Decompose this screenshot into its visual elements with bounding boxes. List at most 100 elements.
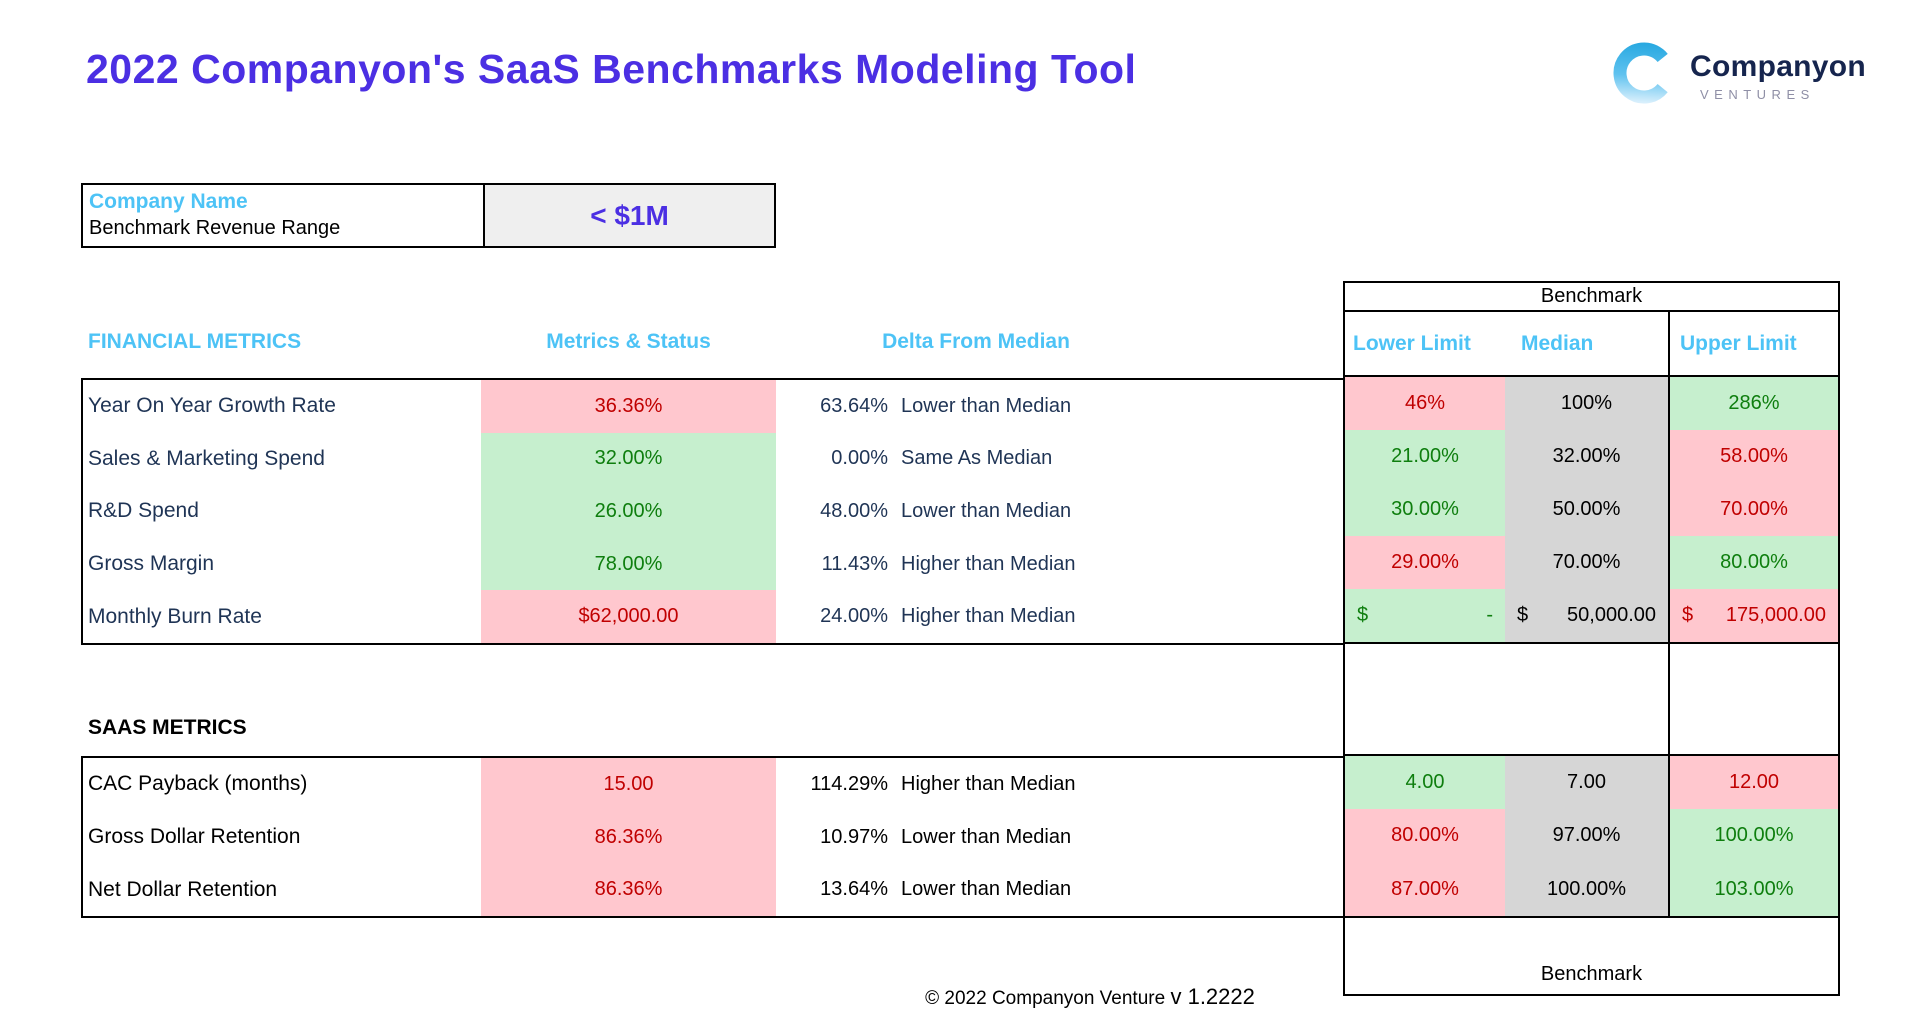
logo-tagline-text: VENTURES bbox=[1700, 86, 1815, 102]
metric-value-cell[interactable]: 32.00% bbox=[481, 432, 776, 486]
version-text: v 1.2222 bbox=[1170, 984, 1255, 1009]
table-row: Monthly Burn Rate $62,000.00 24.00% High… bbox=[83, 590, 1343, 643]
delta-cell: 63.64% Lower than Median bbox=[776, 380, 1343, 433]
upper-limit-cell: 70.00% bbox=[1668, 483, 1838, 536]
lower-limit-cell: 80.00% bbox=[1345, 809, 1505, 863]
delta-value: 63.64% bbox=[820, 394, 888, 417]
metric-label: Monthly Burn Rate bbox=[88, 604, 262, 628]
median-cell: 70.00% bbox=[1505, 536, 1668, 589]
companyon-logo: Companyon VENTURES bbox=[1612, 40, 1866, 111]
metric-value-cell[interactable]: 86.36% bbox=[481, 863, 776, 917]
delta-cell: 24.00% Higher than Median bbox=[776, 590, 1343, 643]
median-header: Median bbox=[1521, 331, 1594, 355]
delta-value: 13.64% bbox=[820, 878, 888, 901]
metric-label: Gross Margin bbox=[88, 552, 215, 576]
metric-label: CAC Payback (months) bbox=[88, 772, 308, 796]
financial-metrics-heading: FINANCIAL METRICS bbox=[88, 330, 302, 353]
benchmark-spacer bbox=[1345, 644, 1838, 756]
table-row: CAC Payback (months) 15.00 114.29% Highe… bbox=[83, 758, 1343, 811]
lower-limit-cell: 4.00 bbox=[1345, 756, 1505, 810]
upper-limit-header: Upper Limit bbox=[1668, 312, 1838, 375]
lower-limit-header: Lower Limit bbox=[1353, 331, 1471, 355]
table-row: Net Dollar Retention 86.36% 13.64% Lower… bbox=[83, 863, 1343, 917]
benchmark-panel: Benchmark Lower Limit Median Upper Limit… bbox=[1343, 281, 1840, 996]
company-name-label[interactable]: Company Name bbox=[89, 190, 248, 213]
currency-amount: 175,000.00 bbox=[1725, 604, 1826, 626]
revenue-range-label: Benchmark Revenue Range bbox=[89, 217, 341, 240]
lower-limit-cell: 21.00% bbox=[1345, 430, 1505, 483]
page-title: 2022 Companyon's SaaS Benchmarks Modelin… bbox=[86, 46, 1137, 92]
metric-label: Net Dollar Retention bbox=[88, 877, 278, 901]
median-cell: 97.00% bbox=[1505, 809, 1668, 863]
metric-value-cell[interactable]: 36.36% bbox=[481, 380, 776, 433]
metrics-status-heading: Metrics & Status bbox=[546, 330, 711, 353]
upper-limit-cell: 12.00 bbox=[1668, 756, 1838, 810]
delta-value: 11.43% bbox=[821, 552, 888, 575]
saas-metrics-table: CAC Payback (months) 15.00 114.29% Highe… bbox=[81, 756, 1343, 918]
currency-symbol: $ bbox=[1517, 604, 1529, 626]
benchmark-row: 29.00% 70.00% 80.00% bbox=[1345, 536, 1838, 589]
copyright-text: © 2022 Companyon Venture bbox=[925, 988, 1166, 1009]
delta-label: Higher than Median bbox=[901, 552, 1076, 575]
saas-metrics-heading: SAAS METRICS bbox=[88, 716, 247, 739]
benchmark-saas-rows: 4.00 7.00 12.00 80.00% 97.00% 100.00% 87… bbox=[1345, 756, 1838, 918]
delta-cell: 13.64% Lower than Median bbox=[776, 863, 1343, 916]
benchmark-row: 46% 100% 286% bbox=[1345, 377, 1838, 430]
upper-limit-cell: 58.00% bbox=[1668, 430, 1838, 483]
lower-limit-cell: $ - bbox=[1345, 589, 1505, 642]
delta-label: Lower than Median bbox=[901, 878, 1072, 901]
company-box-labels: Company Name Benchmark Revenue Range bbox=[83, 185, 483, 246]
median-cell: 32.00% bbox=[1505, 430, 1668, 483]
lower-limit-cell: 87.00% bbox=[1345, 862, 1505, 916]
metric-value-cell[interactable]: 15.00 bbox=[481, 758, 776, 811]
delta-label: Lower than Median bbox=[901, 499, 1072, 522]
benchmark-row: 30.00% 50.00% 70.00% bbox=[1345, 483, 1838, 536]
delta-cell: 11.43% Higher than Median bbox=[776, 538, 1343, 591]
copyright-footer: © 2022 Companyon Venture v 1.2222 bbox=[640, 984, 1540, 1010]
upper-limit-cell: 100.00% bbox=[1668, 809, 1838, 863]
delta-label: Lower than Median bbox=[901, 394, 1072, 417]
median-cell: 100.00% bbox=[1505, 862, 1668, 916]
metric-value-cell[interactable]: 86.36% bbox=[481, 810, 776, 864]
delta-value: 0.00% bbox=[831, 447, 888, 470]
logo-brand-text: Companyon bbox=[1690, 49, 1867, 83]
metric-label: R&D Spend bbox=[88, 499, 199, 523]
benchmark-column-headers: Lower Limit Median Upper Limit bbox=[1345, 312, 1838, 377]
upper-limit-cell: $ 175,000.00 bbox=[1668, 589, 1838, 642]
table-row: R&D Spend 26.00% 48.00% Lower than Media… bbox=[83, 485, 1343, 538]
benchmark-row: 21.00% 32.00% 58.00% bbox=[1345, 430, 1838, 483]
benchmark-financial-rows: 46% 100% 286% 21.00% 32.00% 58.00% 30.00… bbox=[1345, 377, 1838, 644]
lower-limit-cell: 29.00% bbox=[1345, 536, 1505, 589]
revenue-range-selector[interactable]: < $1M bbox=[483, 185, 774, 246]
metric-value-cell[interactable]: $62,000.00 bbox=[481, 590, 776, 643]
metric-value-cell[interactable]: 78.00% bbox=[481, 537, 776, 591]
metric-value-cell[interactable]: 26.00% bbox=[481, 485, 776, 538]
company-box: Company Name Benchmark Revenue Range < $… bbox=[81, 183, 776, 248]
benchmark-row: 4.00 7.00 12.00 bbox=[1345, 756, 1838, 810]
delta-label: Lower than Median bbox=[901, 825, 1072, 848]
delta-value: 10.97% bbox=[820, 825, 888, 848]
benchmark-row: 80.00% 97.00% 100.00% bbox=[1345, 809, 1838, 863]
upper-limit-cell: 80.00% bbox=[1668, 536, 1838, 589]
median-cell: 7.00 bbox=[1505, 756, 1668, 810]
delta-cell: 114.29% Higher than Median bbox=[776, 758, 1343, 811]
median-cell: 100% bbox=[1505, 377, 1668, 430]
currency-amount: 50,000.00 bbox=[1567, 604, 1656, 626]
delta-from-median-heading: Delta From Median bbox=[882, 330, 1070, 353]
delta-cell: 10.97% Lower than Median bbox=[776, 811, 1343, 864]
table-row: Sales & Marketing Spend 32.00% 0.00% Sam… bbox=[83, 432, 1343, 486]
delta-label: Same As Median bbox=[901, 447, 1053, 470]
upper-limit-cell: 286% bbox=[1668, 377, 1838, 430]
metric-label: Year On Year Growth Rate bbox=[88, 394, 336, 418]
delta-value: 24.00% bbox=[820, 605, 888, 628]
currency-symbol: $ bbox=[1357, 604, 1369, 626]
benchmark-footer-label: Benchmark bbox=[1540, 963, 1643, 985]
delta-label: Higher than Median bbox=[901, 772, 1076, 795]
benchmark-row: 87.00% 100.00% 103.00% bbox=[1345, 862, 1838, 916]
currency-symbol: $ bbox=[1682, 604, 1694, 626]
delta-value: 114.29% bbox=[810, 772, 888, 795]
table-row: Gross Dollar Retention 86.36% 10.97% Low… bbox=[83, 810, 1343, 864]
companyon-c-icon bbox=[1612, 40, 1676, 111]
upper-limit-cell: 103.00% bbox=[1668, 862, 1838, 916]
metric-label: Gross Dollar Retention bbox=[88, 825, 301, 848]
